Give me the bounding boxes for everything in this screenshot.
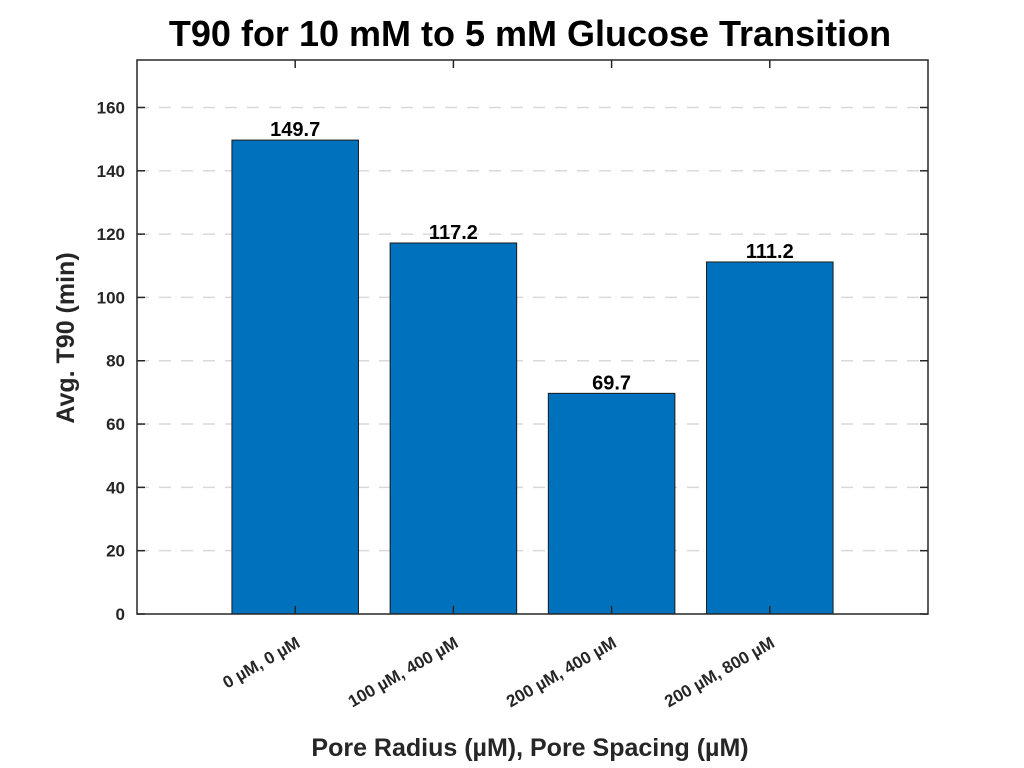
bars <box>231 139 834 615</box>
y-axis-label: Avg. T90 (min) <box>52 252 80 423</box>
bar-value-label: 111.2 <box>746 241 794 263</box>
y-axis-ticks: 0 20 40 60 80 100 120 140 160 <box>97 98 928 624</box>
x-tick-label: 200 µM, 400 µM <box>503 633 619 711</box>
data-labels: 149.7 117.2 69.7 111.2 <box>270 119 794 394</box>
x-axis-label: Pore Radius (µM), Pore Spacing (µM) <box>311 734 748 762</box>
x-tick-label: 0 µM, 0 µM <box>219 633 303 692</box>
y-tick-label: 140 <box>97 162 125 181</box>
bar-value-label: 117.2 <box>429 222 478 244</box>
bar-value-label: 149.7 <box>270 119 320 141</box>
y-tick-label: 100 <box>97 288 125 307</box>
y-tick-label: 20 <box>106 542 125 561</box>
x-tick-label: 100 µM, 400 µM <box>345 633 461 711</box>
chart-title: T90 for 10 mM to 5 mM Glucose Transition <box>169 13 891 54</box>
bar <box>547 392 676 615</box>
x-tick-label: 200 µM, 800 µM <box>661 633 777 711</box>
y-tick-label: 0 <box>116 605 125 624</box>
y-tick-label: 120 <box>97 225 125 244</box>
bar <box>389 242 518 615</box>
y-tick-label: 160 <box>97 98 125 117</box>
y-tick-label: 40 <box>106 478 125 497</box>
bar <box>231 139 359 615</box>
bar-value-label: 69.7 <box>592 372 631 394</box>
bar <box>706 261 834 615</box>
y-tick-label: 60 <box>106 415 125 434</box>
y-tick-label: 80 <box>106 352 125 371</box>
plot-area-frame <box>136 59 929 615</box>
